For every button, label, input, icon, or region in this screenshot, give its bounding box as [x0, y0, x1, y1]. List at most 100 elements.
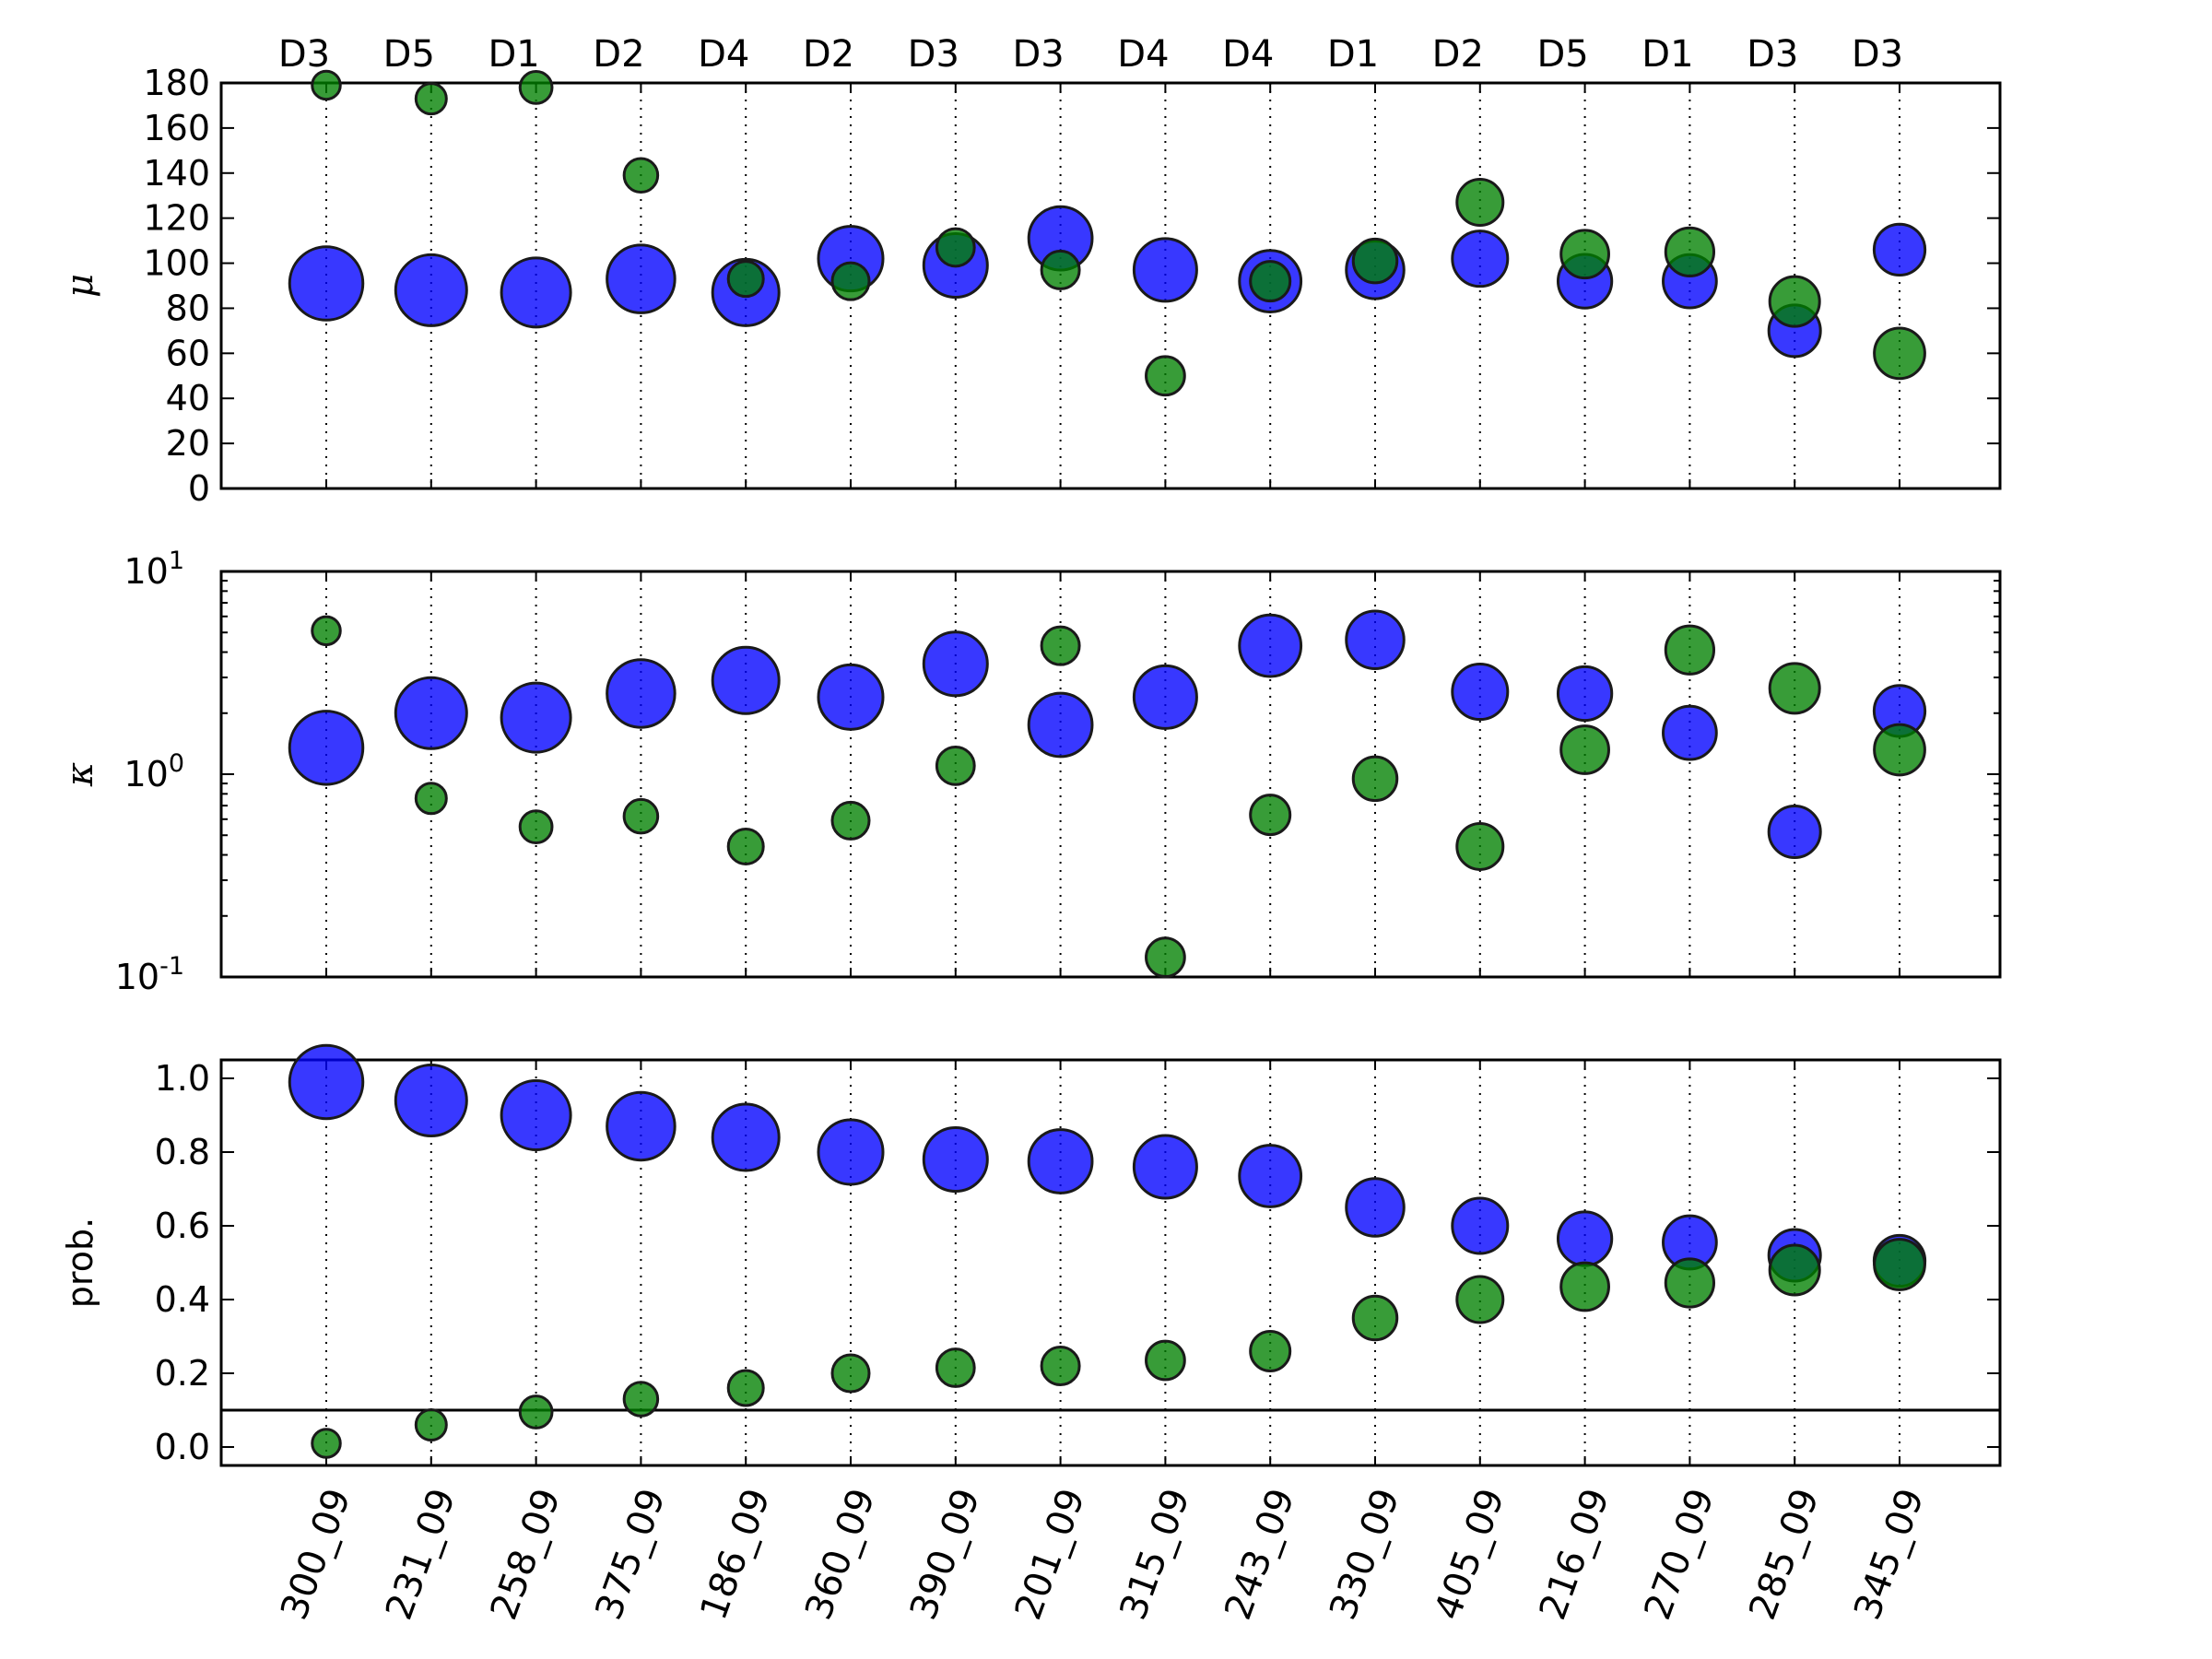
y-tick-label: 1.0 — [155, 1058, 210, 1099]
y-tick-label: 0.6 — [155, 1206, 210, 1246]
group-label: D3 — [908, 33, 959, 76]
point-blue — [711, 1102, 781, 1172]
point-blue — [1238, 613, 1303, 678]
point-blue — [1872, 222, 1927, 277]
point-blue — [1662, 704, 1718, 761]
point-green — [1351, 237, 1399, 285]
x-category-label: 330_09 — [1322, 1483, 1408, 1625]
point-green — [311, 615, 342, 647]
point-green — [311, 1428, 342, 1459]
y-tick-label: 0.8 — [155, 1132, 210, 1172]
point-green — [414, 1408, 448, 1441]
group-label: D1 — [488, 33, 539, 76]
point-blue — [606, 1090, 677, 1162]
group-label: D1 — [1641, 33, 1693, 76]
group-label: D3 — [1012, 33, 1064, 76]
point-green — [518, 70, 554, 105]
group-label: D4 — [1117, 33, 1169, 76]
point-blue — [606, 243, 677, 314]
point-green — [1040, 249, 1081, 290]
point-blue — [500, 681, 572, 754]
group-label: D1 — [1327, 33, 1379, 76]
y-tick-label: 60 — [166, 333, 210, 373]
group-label: D4 — [1222, 33, 1274, 76]
point-blue — [922, 630, 989, 698]
point-green — [1040, 625, 1081, 666]
y-axis-label: κ — [59, 762, 101, 787]
point-green — [1249, 794, 1292, 837]
point-green — [1768, 275, 1821, 328]
point-blue — [711, 645, 781, 715]
x-category-label: 315_09 — [1112, 1483, 1199, 1625]
point-green — [726, 827, 765, 865]
point-green — [1351, 1294, 1399, 1342]
y-tick-label: 0.4 — [155, 1279, 210, 1320]
point-blue — [288, 1043, 365, 1121]
point-blue — [1451, 1196, 1510, 1255]
axes-frame — [219, 570, 2002, 979]
y-tick-label: 101 — [124, 547, 184, 592]
point-green — [935, 1347, 976, 1388]
point-blue — [500, 256, 572, 329]
x-category-label: 285_09 — [1741, 1483, 1828, 1625]
x-category-label: 186_09 — [692, 1483, 779, 1625]
point-blue — [394, 1064, 468, 1137]
point-blue — [1027, 691, 1094, 759]
point-blue — [1345, 1177, 1406, 1238]
point-green — [935, 746, 976, 786]
point-green — [1768, 1243, 1821, 1297]
x-category-label: 300_09 — [273, 1483, 359, 1625]
x-category-label: 390_09 — [902, 1483, 989, 1625]
axes-frame — [219, 1058, 2002, 1467]
point-green — [622, 1381, 660, 1418]
x-category-label: 375_09 — [588, 1483, 675, 1625]
group-label: D2 — [1432, 33, 1484, 76]
point-green — [414, 782, 448, 816]
y-tick-label: 80 — [166, 288, 210, 328]
point-blue — [1451, 229, 1510, 288]
point-green — [830, 800, 871, 841]
point-green — [1873, 723, 1926, 777]
point-blue — [1132, 237, 1198, 303]
point-green — [414, 82, 448, 116]
y-tick-label: 20 — [166, 423, 210, 464]
point-green — [1664, 624, 1716, 676]
point-green — [1873, 1238, 1926, 1291]
group-label: D3 — [1852, 33, 1903, 76]
point-blue — [817, 663, 885, 731]
group-label: D4 — [698, 33, 749, 76]
y-tick-label: 0.0 — [155, 1427, 210, 1467]
group-label: D2 — [803, 33, 854, 76]
group-label: D2 — [593, 33, 644, 76]
y-tick-label: 140 — [143, 153, 210, 194]
point-blue — [1132, 1134, 1198, 1200]
y-tick-label: 120 — [143, 198, 210, 239]
y-tick-label: 100 — [143, 243, 210, 284]
point-blue — [817, 1118, 885, 1186]
y-tick-label: 180 — [143, 63, 210, 103]
x-category-label: 258_09 — [483, 1483, 570, 1625]
point-green — [1455, 178, 1505, 228]
x-category-label: 216_09 — [1532, 1483, 1618, 1625]
point-blue — [394, 676, 468, 750]
point-green — [935, 227, 976, 268]
point-green — [1351, 755, 1399, 803]
group-label: D3 — [1747, 33, 1798, 76]
point-blue — [922, 1126, 989, 1193]
point-green — [830, 1353, 871, 1394]
y-tick-label: 10-1 — [115, 952, 184, 997]
point-green — [1559, 229, 1610, 280]
axes-frame — [219, 81, 2002, 490]
point-green — [1455, 1275, 1505, 1324]
x-category-label: 231_09 — [378, 1483, 465, 1625]
group-label: D3 — [278, 33, 330, 76]
point-green — [1873, 326, 1926, 381]
x-category-label: 345_09 — [1846, 1483, 1933, 1625]
point-blue — [288, 245, 365, 322]
point-blue — [606, 658, 677, 729]
x-category-label: 201_09 — [1007, 1483, 1094, 1625]
y-tick-label: 100 — [124, 749, 184, 794]
point-blue — [288, 710, 365, 786]
group-label: D5 — [383, 33, 435, 76]
